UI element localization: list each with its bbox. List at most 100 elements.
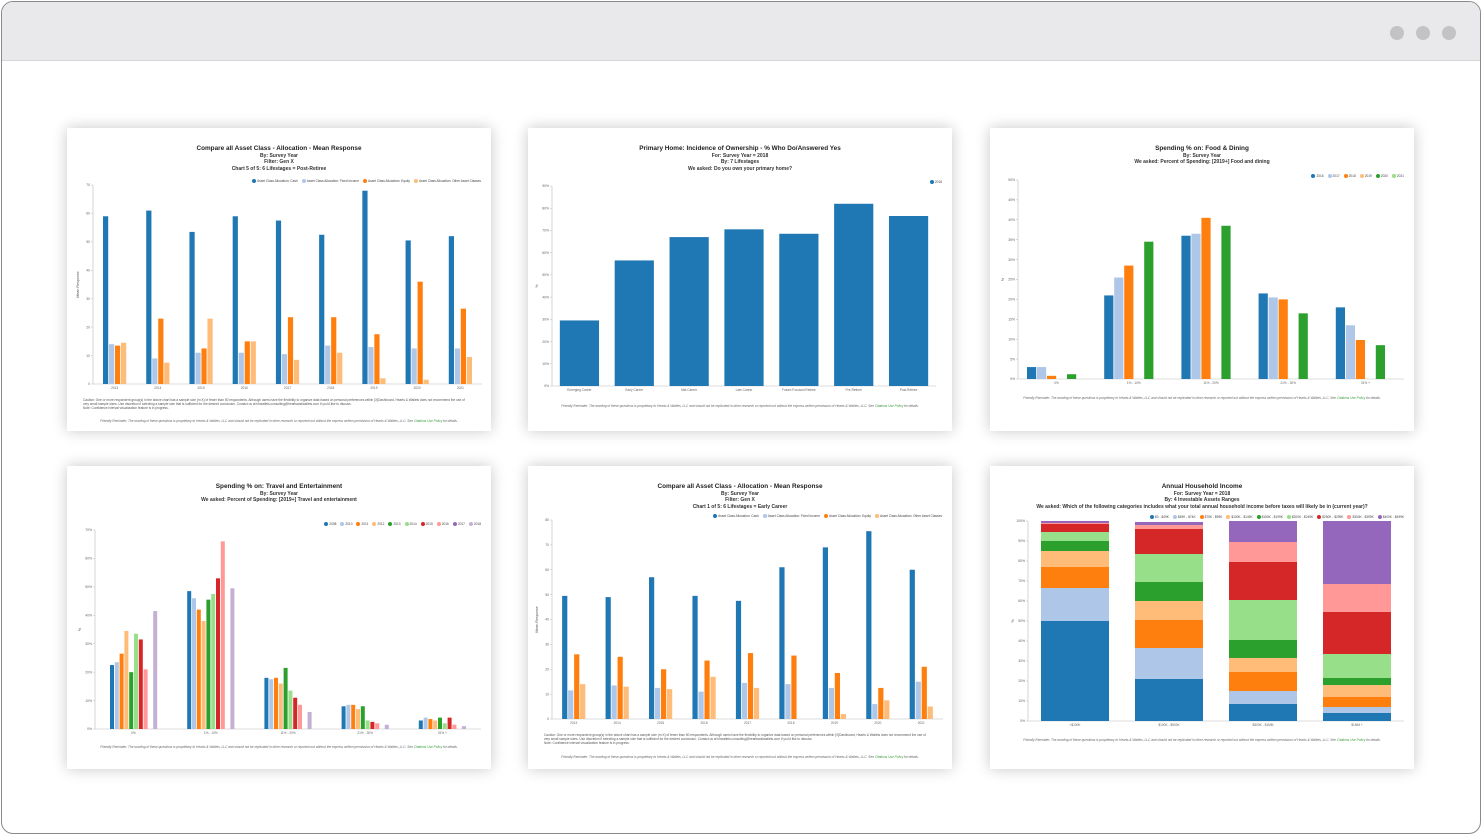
bar[interactable] [834,203,874,386]
bar-segment[interactable] [1135,529,1203,554]
bar-segment[interactable] [1135,582,1203,601]
bar-segment[interactable] [1041,521,1109,523]
bar[interactable] [152,358,158,384]
legend-label[interactable]: 2018 [473,522,481,526]
bar-segment[interactable] [1135,522,1203,525]
bar[interactable] [370,721,375,729]
bar-segment[interactable] [1323,678,1391,685]
bar-segment[interactable] [1229,672,1297,691]
bar[interactable] [288,690,293,729]
bar[interactable] [447,717,452,729]
bar[interactable] [365,720,370,729]
bar[interactable] [196,609,201,729]
bar[interactable] [1104,295,1114,379]
bar[interactable] [1067,374,1077,379]
bar[interactable] [466,356,472,384]
bar[interactable] [325,345,331,384]
bar[interactable] [146,210,152,384]
bar-segment[interactable] [1229,691,1297,704]
bar-segment[interactable] [1041,588,1109,621]
bar[interactable] [195,352,201,384]
bar[interactable] [238,352,244,384]
bar[interactable] [423,717,428,729]
bar[interactable] [661,669,667,719]
bar[interactable] [568,690,574,719]
bar[interactable] [275,220,282,384]
bar[interactable] [1258,293,1268,379]
legend-label[interactable]: 2016 [1316,174,1324,178]
window-dot-icon[interactable] [1416,26,1430,40]
citations-policy-link[interactable]: Citations Use Policy [1336,396,1366,400]
legend-label[interactable]: $150K - $199K [1261,515,1283,519]
bar[interactable] [1345,325,1355,379]
bar[interactable] [649,577,655,719]
citations-policy-link[interactable]: Citations Use Policy [874,755,904,759]
bar[interactable] [201,620,206,729]
legend-label[interactable]: 2014 [409,522,417,526]
bar[interactable] [704,660,710,719]
bar[interactable] [1027,367,1037,379]
bar[interactable] [114,662,119,729]
legend-label[interactable]: 2020 [1380,174,1388,178]
bar[interactable] [822,547,828,719]
bar-segment[interactable] [1323,685,1391,697]
bar[interactable] [281,354,288,384]
bar[interactable] [283,667,288,729]
bar[interactable] [143,669,148,729]
legend-label[interactable]: 2019 [1364,174,1372,178]
bar-segment[interactable] [1229,521,1297,542]
bar[interactable] [1144,241,1154,379]
window-dot-icon[interactable] [1390,26,1404,40]
bar[interactable] [1298,313,1308,379]
bar[interactable] [411,348,417,384]
bar[interactable] [669,237,709,386]
bar[interactable] [428,719,433,729]
bar-segment[interactable] [1041,551,1109,567]
window-dot-icon[interactable] [1442,26,1456,40]
bar-segment[interactable] [1229,704,1297,721]
bar[interactable] [115,345,121,384]
legend-label[interactable]: $100K - $149K [1231,515,1253,519]
bar[interactable] [418,720,423,729]
bar[interactable] [158,318,164,384]
citations-policy-link[interactable]: Citations Use Policy [1336,738,1366,742]
legend-label[interactable]: 2010 [345,522,353,526]
legend-label[interactable]: Asset Class Allocation: Other Asset Clas… [418,179,481,183]
bar[interactable] [614,260,654,386]
bar[interactable] [433,720,438,729]
bar[interactable] [840,714,846,719]
legend-label[interactable]: Asset Class Allocation: Other Asset Clas… [879,514,942,518]
bar[interactable] [293,697,298,729]
bar[interactable] [1114,277,1124,379]
legend-label[interactable]: $49K - $74K [1177,515,1196,519]
bar[interactable] [574,654,580,719]
bar[interactable] [1221,225,1231,379]
chart-card[interactable]: Spending % on: Travel and Entertainment B… [67,466,491,769]
bar[interactable] [785,684,791,719]
bar[interactable] [374,334,380,384]
bar[interactable] [375,723,380,729]
bar[interactable] [319,234,325,384]
bar[interactable] [230,588,235,729]
bar[interactable] [617,656,623,719]
bar[interactable] [201,348,207,384]
bar[interactable] [791,655,797,719]
bar[interactable] [264,677,269,729]
bar[interactable] [448,236,454,384]
bar[interactable] [559,320,600,386]
bar-segment[interactable] [1041,567,1109,588]
bar[interactable] [460,308,466,384]
bar[interactable] [384,724,389,729]
chart-card[interactable]: Spending % on: Food & Dining By: Survey Y… [990,128,1414,431]
bar-segment[interactable] [1041,523,1109,524]
bar-segment[interactable] [1229,658,1297,672]
bar[interactable] [298,704,302,729]
bar-segment[interactable] [1135,525,1203,529]
bar[interactable] [1037,367,1047,379]
bar-segment[interactable] [1041,541,1109,551]
bar[interactable] [878,687,884,719]
legend-label[interactable]: Asset Class Allocation: Cash [718,514,759,518]
legend-label[interactable]: $300K - $399K [1352,515,1374,519]
bar-segment[interactable] [1135,620,1203,648]
bar[interactable] [735,600,742,719]
